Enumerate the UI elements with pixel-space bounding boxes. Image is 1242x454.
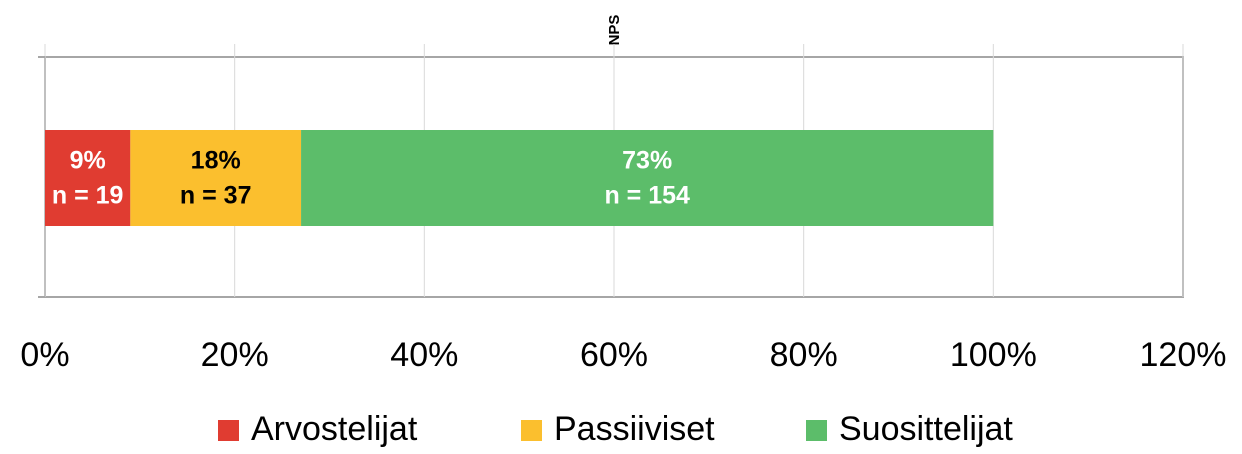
value-label: 9% [70, 147, 106, 175]
x-tick-label: 120% [1140, 336, 1227, 374]
bar-segment [45, 130, 131, 226]
legend-swatch [806, 420, 827, 441]
legend-label: Suosittelijat [839, 410, 1013, 448]
x-tick-label: 20% [201, 336, 269, 374]
count-label: n = 37 [180, 182, 252, 210]
count-label: n = 19 [52, 182, 124, 210]
x-tick-label: 100% [950, 336, 1037, 374]
value-label: 18% [191, 147, 241, 175]
legend-swatch [521, 420, 542, 441]
legend-label: Passiiviset [554, 410, 715, 448]
bar-segment [301, 130, 994, 226]
x-tick-label: 40% [390, 336, 458, 374]
x-tick-label: 0% [20, 336, 69, 374]
chart-title: NPS [606, 15, 623, 46]
count-label: n = 154 [604, 182, 690, 210]
x-tick-label: 80% [770, 336, 838, 374]
legend-label: Arvostelijat [251, 410, 418, 448]
bar-segment [130, 130, 302, 226]
x-tick-label: 60% [580, 336, 648, 374]
legend-swatch [218, 420, 239, 441]
value-label: 73% [622, 147, 672, 175]
